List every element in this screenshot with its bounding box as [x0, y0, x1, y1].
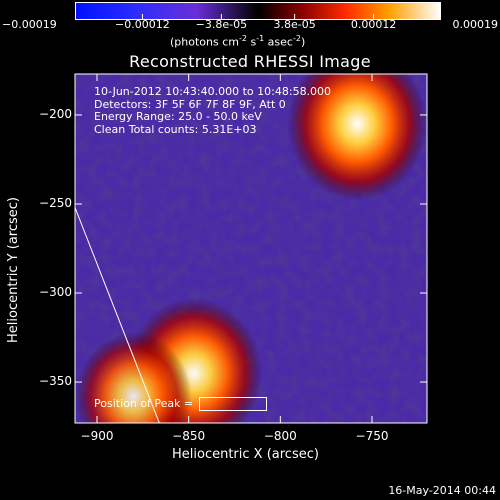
peak-label: Position of Peak =: [94, 397, 197, 410]
x-tick-label: −800: [263, 429, 297, 443]
x-tick-label: −850: [172, 429, 206, 443]
x-axis-label: Heliocentric X (arcsec): [172, 447, 319, 462]
annotation-block: 10-Jun-2012 10:43:40.000 to 10:48:58.000…: [94, 85, 332, 136]
colorbar-tick-label: −0.00019: [2, 18, 57, 31]
peak-position: Position of Peak =: [94, 397, 267, 411]
y-tick-label: −200: [39, 106, 72, 121]
x-tick-label: −750: [355, 429, 389, 443]
chart-title: Reconstructed RHESSI Image: [129, 52, 371, 71]
colorbar-tick-label: 0.00012: [350, 18, 397, 31]
annotation-time-range: 10-Jun-2012 10:43:40.000 to 10:48:58.000: [94, 85, 332, 98]
limb-line: [75, 207, 160, 423]
y-tick-label: −350: [39, 374, 72, 389]
colorbar-unit-label: (photons cm-2 s-1 asec-2): [170, 34, 306, 49]
colorbar-tick-label: 3.8e-05: [273, 18, 316, 31]
y-axis-ticks: [75, 114, 427, 383]
colorbar-tick-label: −0.00012: [115, 18, 170, 31]
y-tick-label: −300: [39, 285, 72, 299]
hotspot-0: [287, 74, 427, 201]
hotspot-2: [75, 332, 192, 423]
y-axis-label: Heliocentric Y (arcsec): [6, 197, 21, 343]
annotation-detectors: Detectors: 3F 5F 6F 7F 8F 9F, Att 0: [94, 97, 286, 111]
y-tick-label: −250: [39, 195, 72, 210]
annotation-clean: Clean Total counts: 5.31E+03: [94, 122, 257, 136]
plot-frame: [74, 73, 428, 424]
colorbar-tick-label: 0.00019: [452, 18, 499, 31]
colorbar-ticks: [75, 14, 441, 20]
annotation-energy: Energy Range: 25.0 - 50.0 keV: [94, 110, 262, 123]
colorbar-gradient: [75, 2, 441, 20]
x-axis-ticks: [96, 74, 373, 423]
footer-timestamp: 16-May-2014 00:44: [388, 484, 496, 497]
colorbar: [75, 2, 441, 20]
hotspots: [75, 74, 427, 423]
colorbar-tick-label: −3.8e-05: [195, 18, 248, 31]
x-tick-label: −900: [80, 429, 114, 443]
peak-value-box: [198, 397, 267, 411]
y-axis-label-wrap: Heliocentric Y (arcsec): [6, 190, 28, 350]
